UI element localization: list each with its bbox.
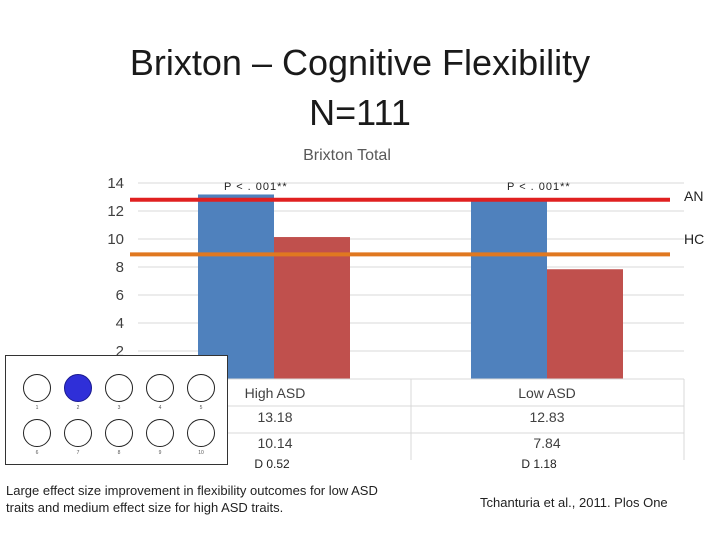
inset-circle [105,374,133,402]
y-tick-label: 10 [107,231,124,248]
y-tick-label: 8 [116,259,124,276]
inset-circle-number: 1 [35,405,39,411]
inset-circle-number: 7 [76,450,80,456]
inset-circle [146,419,174,447]
footnote-left: Large effect size improvement in flexibi… [6,483,378,515]
table-value: 10.14 [257,435,292,451]
y-tick-label: 12 [107,203,124,220]
y-tick-label: 6 [116,287,124,304]
table-value: 7.84 [533,435,560,451]
inset-circle [64,374,92,402]
inset-circle-number: 9 [158,450,162,456]
bar-low-asd-before [471,199,547,379]
bar-high-asd-before [198,194,274,379]
category-label: High ASD [245,385,306,401]
inset-circle-number: 4 [158,405,162,411]
chart-title: Brixton Total [303,147,391,164]
inset-circle [105,419,133,447]
table-value: 12.83 [529,409,564,425]
slide-title-line2: N=111 [309,92,411,133]
inset-circle [23,419,51,447]
significance-label: P < . 001** [507,181,571,193]
reference-label-an: AN [684,188,703,204]
y-tick-label: 14 [107,175,124,192]
effect-size-high: D 0.52 [254,457,290,471]
inset-circle [23,374,51,402]
inset-circle [64,419,92,447]
inset-circle-number: 5 [199,405,203,411]
footnote-right: Tchanturia et al., 2011. Plos One [480,495,668,510]
y-tick-label: 2 [116,343,124,360]
table-value: 13.18 [257,409,292,425]
inset-circle-number: 6 [35,450,39,456]
significance-label: P < . 001** [224,181,288,193]
brixton-test-inset: 1 2 3 4 5 6 7 8 9 10 [5,355,228,465]
inset-circle [187,374,215,402]
inset-circle [146,374,174,402]
slide-title-line1: Brixton – Cognitive Flexibility [129,42,591,83]
inset-circle [187,419,215,447]
y-tick-label: 4 [116,315,124,332]
inset-circle-number: 8 [117,450,121,456]
slide-title: Brixton – Cognitive Flexibility N=111 [0,38,720,138]
inset-circle-number: 2 [76,405,80,411]
bar-high-asd-after [274,237,350,379]
effect-size-low: D 1.18 [521,457,557,471]
inset-circle-number: 10 [198,450,204,456]
bar-low-asd-after [547,269,623,379]
inset-circle-number: 3 [117,405,121,411]
category-label: Low ASD [518,385,576,401]
reference-label-hc: HC [684,231,704,247]
